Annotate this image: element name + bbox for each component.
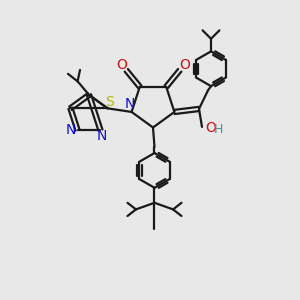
Text: N: N	[125, 98, 135, 112]
Text: S: S	[105, 95, 113, 109]
Text: N: N	[97, 128, 107, 142]
Text: H: H	[214, 124, 223, 136]
Text: N: N	[66, 122, 76, 136]
Text: O: O	[116, 58, 127, 72]
Text: O: O	[205, 122, 216, 136]
Text: O: O	[179, 58, 190, 72]
